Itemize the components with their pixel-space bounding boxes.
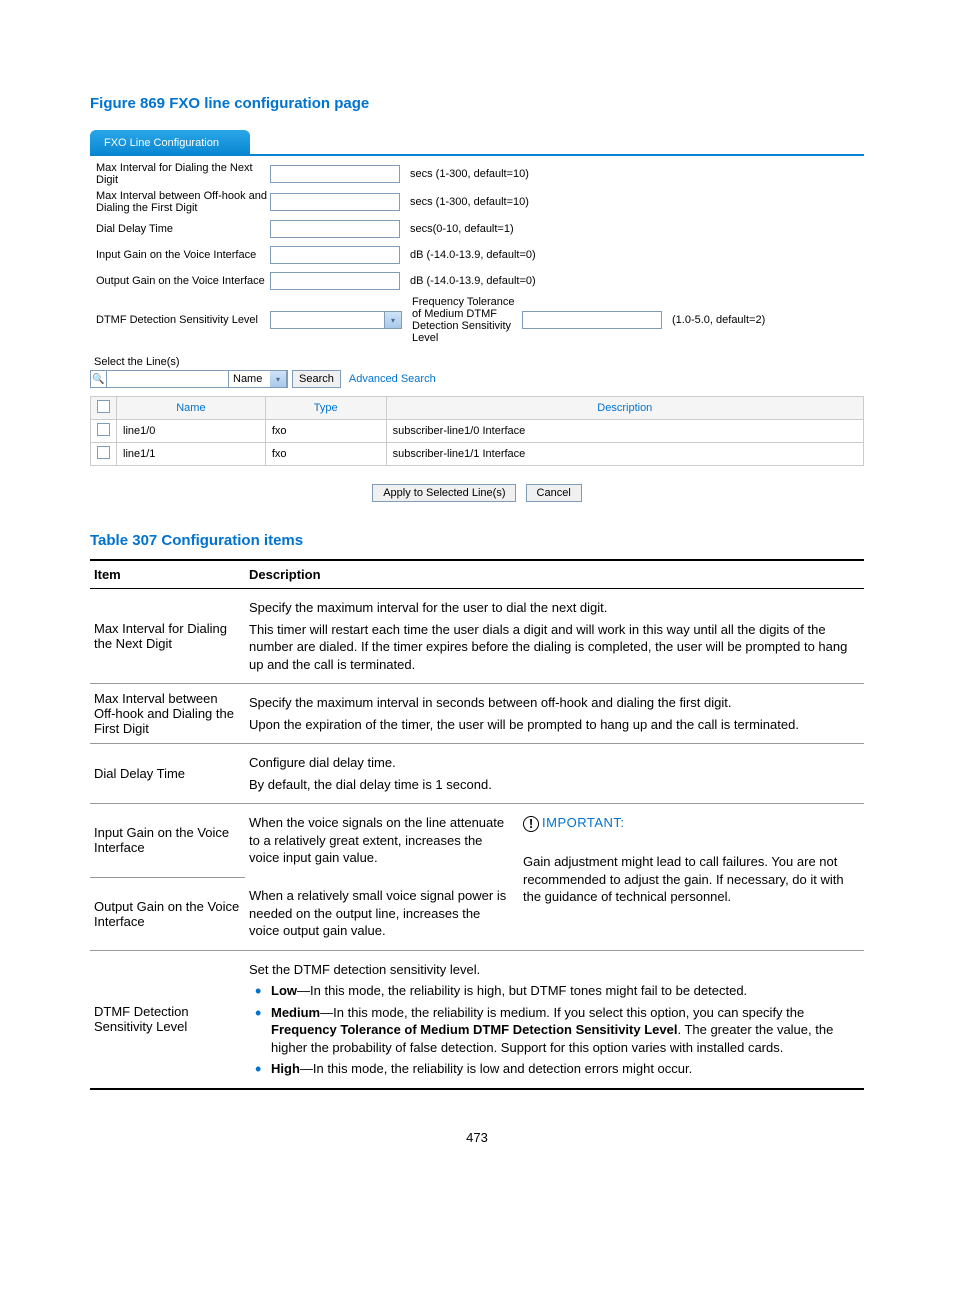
cancel-button[interactable]: Cancel <box>526 484 582 502</box>
chevron-down-icon[interactable]: ▾ <box>385 311 402 329</box>
important-label: IMPORTANT: <box>542 815 625 830</box>
advanced-search-link[interactable]: Advanced Search <box>349 373 436 385</box>
label-input-gain: Input Gain on the Voice Interface <box>90 249 270 261</box>
input-input-gain[interactable] <box>270 246 400 264</box>
input-max-interval-next[interactable] <box>270 165 400 183</box>
table-row: line1/1 fxo subscriber-line1/1 Interface <box>91 443 864 466</box>
desc-text: Specify the maximum interval for the use… <box>249 599 860 617</box>
cell-type: fxo <box>265 420 386 443</box>
cell-name: line1/0 <box>117 420 266 443</box>
desc-text: This timer will restart each time the us… <box>249 621 860 674</box>
input-max-interval-offhook[interactable] <box>270 193 400 211</box>
label-max-interval-next: Max Interval for Dialing the Next Digit <box>90 162 270 186</box>
item-name: DTMF Detection Sensitivity Level <box>90 950 245 1089</box>
page-number: 473 <box>90 1130 864 1145</box>
important-heading: !IMPORTANT: <box>523 814 860 832</box>
label-output-gain: Output Gain on the Voice Interface <box>90 275 270 287</box>
item-name: Dial Delay Time <box>90 744 245 804</box>
hint-max-interval-next: secs (1-300, default=10) <box>400 168 864 180</box>
search-field-select[interactable]: Name ▾ <box>228 370 288 388</box>
input-output-gain[interactable] <box>270 272 400 290</box>
mode-text: —In this mode, the reliability is low an… <box>300 1061 692 1076</box>
th-desc: Description <box>245 560 864 589</box>
fxo-config-panel: FXO Line Configuration Max Interval for … <box>90 130 864 502</box>
search-button[interactable]: Search <box>292 370 341 388</box>
search-input[interactable] <box>106 370 228 388</box>
item-name: Max Interval for Dialing the Next Digit <box>90 589 245 684</box>
cell-desc: subscriber-line1/1 Interface <box>386 443 863 466</box>
hint-dial-delay: secs(0-10, default=1) <box>400 223 864 235</box>
figure-title: Figure 869 FXO line configuration page <box>90 95 864 112</box>
search-icon: 🔍 <box>90 370 106 388</box>
th-item: Item <box>90 560 245 589</box>
tab-fxo-line-config[interactable]: FXO Line Configuration <box>90 130 250 156</box>
cell-name: line1/1 <box>117 443 266 466</box>
desc-text: Specify the maximum interval in seconds … <box>249 694 860 712</box>
label-dtmf-level: DTMF Detection Sensitivity Level <box>90 314 270 326</box>
item-desc: When a relatively small voice signal pow… <box>245 877 864 950</box>
item-name: Input Gain on the Voice Interface <box>90 804 245 877</box>
col-checkbox <box>91 397 117 420</box>
item-name: Max Interval between Off-hook and Dialin… <box>90 684 245 744</box>
bullet-item: Low—In this mode, the reliability is hig… <box>249 982 860 1000</box>
col-name[interactable]: Name <box>117 397 266 420</box>
item-desc: Specify the maximum interval in seconds … <box>245 684 864 744</box>
config-items-table: Item Description Max Interval for Dialin… <box>90 559 864 1090</box>
label-max-interval-offhook: Max Interval between Off-hook and Dialin… <box>90 190 270 214</box>
bullet-item: Medium—In this mode, the reliability is … <box>249 1004 860 1057</box>
mode-text-bold: Frequency Tolerance of Medium DTMF Detec… <box>271 1022 677 1037</box>
item-desc: Specify the maximum interval for the use… <box>245 589 864 684</box>
hint-input-gain: dB (-14.0-13.9, default=0) <box>400 249 864 261</box>
col-type[interactable]: Type <box>265 397 386 420</box>
desc-text: When the voice signals on the line atten… <box>249 814 509 867</box>
lines-table: Name Type Description line1/0 fxo subscr… <box>90 396 864 466</box>
item-name: Output Gain on the Voice Interface <box>90 877 245 950</box>
cell-type: fxo <box>265 443 386 466</box>
desc-text: By default, the dial delay time is 1 sec… <box>249 776 860 794</box>
table-307-title: Table 307 Configuration items <box>90 532 864 549</box>
desc-text: Set the DTMF detection sensitivity level… <box>249 961 860 979</box>
chevron-down-icon[interactable]: ▾ <box>270 370 287 388</box>
hint-freq-tolerance: (1.0-5.0, default=2) <box>662 314 765 326</box>
cell-desc: subscriber-line1/0 Interface <box>386 420 863 443</box>
desc-text: Upon the expiration of the timer, the us… <box>249 716 860 734</box>
mode-text: —In this mode, the reliability is medium… <box>320 1005 804 1020</box>
desc-text: When a relatively small voice signal pow… <box>249 887 509 940</box>
select-lines-label: Select the Line(s) <box>90 346 864 370</box>
mode-name: Low <box>271 983 297 998</box>
desc-text: Configure dial delay time. <box>249 754 860 772</box>
col-desc[interactable]: Description <box>386 397 863 420</box>
checkbox-row[interactable] <box>97 446 110 459</box>
label-dial-delay: Dial Delay Time <box>90 223 270 235</box>
input-dial-delay[interactable] <box>270 220 400 238</box>
search-field-value: Name <box>233 373 262 385</box>
hint-output-gain: dB (-14.0-13.9, default=0) <box>400 275 864 287</box>
checkbox-row[interactable] <box>97 423 110 436</box>
mode-text: —In this mode, the reliability is high, … <box>297 983 747 998</box>
select-dtmf-level[interactable] <box>270 311 385 329</box>
bullet-item: High—In this mode, the reliability is lo… <box>249 1060 860 1078</box>
alert-icon: ! <box>523 816 539 832</box>
mode-name: Medium <box>271 1005 320 1020</box>
important-text: Gain adjustment might lead to call failu… <box>523 853 860 906</box>
checkbox-all[interactable] <box>97 400 110 413</box>
mode-name: High <box>271 1061 300 1076</box>
label-freq-tolerance: Frequency Tolerance of Medium DTMF Detec… <box>402 296 522 344</box>
item-desc: Configure dial delay time. By default, t… <box>245 744 864 804</box>
table-row: line1/0 fxo subscriber-line1/0 Interface <box>91 420 864 443</box>
item-desc: Set the DTMF detection sensitivity level… <box>245 950 864 1089</box>
input-freq-tolerance[interactable] <box>522 311 662 329</box>
apply-button[interactable]: Apply to Selected Line(s) <box>372 484 516 502</box>
hint-max-interval-offhook: secs (1-300, default=10) <box>400 196 864 208</box>
